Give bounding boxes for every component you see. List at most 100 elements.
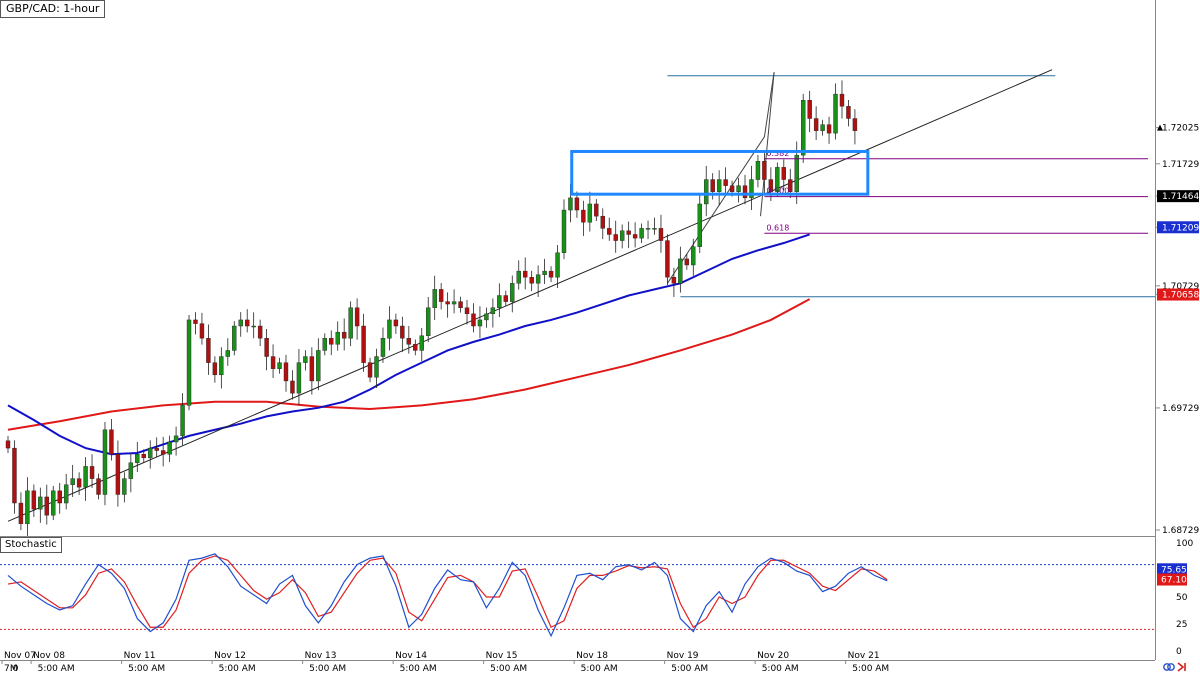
- candle-body: [794, 154, 799, 192]
- candle-body: [619, 230, 625, 241]
- price-tags: 1.72025 1.71729 1.71464 1.71209 1.707291.706…: [1157, 124, 1199, 536]
- price-tag-label: 1.71464: [1162, 192, 1199, 202]
- candle-body: [270, 356, 276, 369]
- candle-body: [96, 478, 101, 495]
- candle-body: [445, 301, 450, 305]
- candle-body: [329, 338, 334, 345]
- candle-body: [464, 307, 470, 315]
- candle: [632, 222, 638, 248]
- moving-average-slow: [7, 298, 811, 431]
- swing-low-line: [760, 72, 775, 217]
- candle-body: [322, 338, 327, 351]
- candle-body: [70, 478, 75, 485]
- candle-body: [341, 331, 347, 339]
- candle-body: [212, 362, 218, 376]
- candle: [76, 472, 82, 495]
- price-tag: 1.68729: [1162, 526, 1199, 536]
- candle-body: [25, 490, 30, 524]
- candle: [542, 258, 547, 285]
- price-tag: 1.71729: [1162, 160, 1199, 170]
- fibonacci-retracement[interactable]: 0.382 0.500 0.618: [764, 149, 1148, 234]
- candle: [109, 419, 114, 461]
- candle: [141, 449, 146, 463]
- date-tick-label: Nov 11: [124, 651, 156, 661]
- candle-body: [406, 338, 412, 345]
- time-tick-label: 5:00 AM: [671, 664, 708, 674]
- candle-body: [658, 228, 664, 241]
- candle-body: [529, 276, 534, 284]
- candle-body: [510, 283, 515, 302]
- candle: [736, 177, 741, 203]
- candle-body: [206, 338, 211, 363]
- candle-body: [432, 289, 437, 308]
- date-tick-label: Nov 20: [757, 651, 789, 661]
- candle: [303, 350, 308, 371]
- date-tick-label: Nov 19: [667, 651, 699, 661]
- candle: [180, 393, 185, 446]
- date-tick-label: Nov 13: [305, 651, 337, 661]
- candle-body: [691, 246, 696, 266]
- candle-body: [225, 350, 231, 357]
- candle: [438, 283, 444, 310]
- candle: [477, 306, 483, 339]
- candle: [471, 303, 476, 333]
- candle-body: [632, 234, 638, 239]
- candle-body: [548, 270, 554, 278]
- candle: [484, 307, 489, 328]
- candle: [574, 191, 580, 218]
- stoch-tick-label: 50: [1176, 593, 1188, 603]
- candle-body: [451, 301, 457, 305]
- candle-body: [555, 252, 560, 278]
- highlight-box[interactable]: [570, 149, 870, 196]
- candle: [839, 80, 845, 119]
- candle: [697, 193, 702, 254]
- candle-body: [89, 466, 95, 479]
- candle-body: [38, 496, 43, 510]
- candle: [367, 357, 373, 383]
- candle-body: [516, 270, 521, 284]
- candle: [83, 457, 88, 501]
- fib-level-label: 0.382: [766, 149, 789, 158]
- price-tag-background: [1157, 190, 1199, 203]
- time-tick-label: 5:00 AM: [762, 664, 799, 674]
- candle-body: [613, 234, 618, 241]
- candle: [277, 357, 282, 374]
- chart-title: GBP/CAD: 1-hour: [0, 0, 106, 18]
- candle-body: [581, 209, 586, 223]
- candle: [193, 312, 198, 335]
- candle: [186, 315, 192, 411]
- candle-body: [354, 307, 360, 327]
- moving-average-fast: [7, 233, 810, 456]
- candle-body: [723, 179, 728, 186]
- candle-body: [380, 338, 386, 357]
- candle-body: [141, 453, 146, 459]
- candle-body: [419, 335, 424, 351]
- time-tick-label: 5:00 AM: [219, 664, 256, 674]
- candle-body: [186, 319, 192, 406]
- scroll-to-end-icon[interactable]: [1177, 662, 1186, 672]
- candlestick-series: [5, 80, 858, 536]
- candle: [122, 472, 127, 503]
- candle-body: [44, 496, 49, 516]
- candle: [775, 162, 780, 197]
- candle: [658, 214, 664, 253]
- candle-body: [193, 319, 198, 324]
- time-tick-label: 5:00 AM: [38, 664, 75, 674]
- candle-body: [57, 490, 62, 504]
- price-tag-background: [1157, 288, 1199, 301]
- candle: [613, 220, 618, 253]
- ascending-trend-line: [7, 69, 1053, 522]
- candle: [826, 116, 832, 144]
- link-icon[interactable]: [1163, 663, 1175, 671]
- candle-body: [639, 228, 644, 239]
- candle-body: [309, 356, 315, 382]
- last-price-marker: [1157, 124, 1163, 131]
- candle: [813, 106, 819, 140]
- candle-body: [800, 99, 806, 156]
- date-tick-label: Nov 21: [848, 651, 880, 661]
- stoch-tick-label: 25: [1176, 620, 1187, 630]
- candle-body: [264, 338, 269, 357]
- candle-body: [102, 429, 108, 495]
